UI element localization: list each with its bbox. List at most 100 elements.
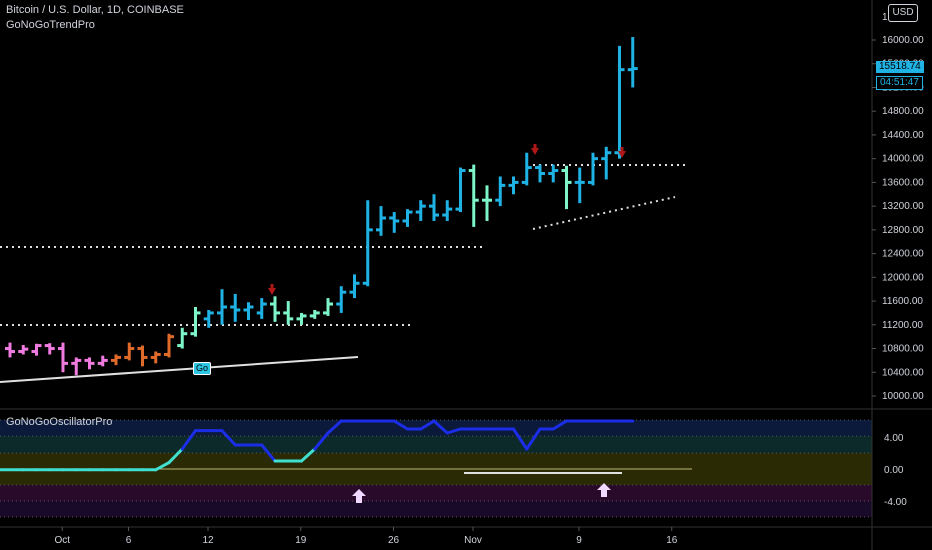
last-price-tag: 15518.74 xyxy=(876,61,924,73)
oscillator-axis: 4.00 0.00 -4.00 xyxy=(884,433,907,508)
time-tick-label: 19 xyxy=(295,535,307,546)
price-bar xyxy=(561,165,572,210)
countdown-tag: 04:51:47 xyxy=(876,76,923,90)
price-bar xyxy=(601,146,612,180)
oscillator-line xyxy=(0,419,635,472)
currency-button[interactable]: USD xyxy=(888,4,918,22)
go-label: Go xyxy=(193,362,212,375)
buy-arrow-icon xyxy=(597,483,611,497)
price-tick-label: 16000.00 xyxy=(882,35,924,46)
price-bar xyxy=(349,274,360,299)
price-bar xyxy=(177,327,188,349)
price-bar xyxy=(548,164,559,183)
price-tick-label: 14800.00 xyxy=(882,106,924,117)
price-tick-label: 14400.00 xyxy=(882,130,924,141)
oscillator-segment xyxy=(432,419,449,435)
oscillator-segment xyxy=(167,447,184,465)
price-tick-label: 14000.00 xyxy=(882,154,924,165)
price-bar xyxy=(18,344,29,355)
osc-tick-label: 0.00 xyxy=(884,465,904,476)
buy-arrow-icon xyxy=(352,489,366,503)
price-bar xyxy=(455,167,466,213)
rising-support-line xyxy=(532,196,676,230)
oscillator-segment xyxy=(445,427,462,435)
time-tick-label: Oct xyxy=(54,535,70,546)
price-tick-label-partial: 16 xyxy=(882,12,894,23)
oscillator-segment xyxy=(551,419,568,431)
price-bar xyxy=(535,164,545,183)
oscillator-segment xyxy=(313,431,330,451)
price-bar xyxy=(84,357,95,370)
sell-arrow-stem xyxy=(270,284,274,289)
support-trendline xyxy=(0,356,359,383)
price-bar xyxy=(468,164,479,227)
osc-tick-label: -4.00 xyxy=(884,497,907,508)
price-bar xyxy=(323,298,333,316)
price-bar xyxy=(588,152,598,186)
price-tick-label: 10000.00 xyxy=(882,391,924,402)
time-tick-label: 12 xyxy=(202,535,214,546)
sell-arrow-stem xyxy=(620,147,624,152)
price-bar xyxy=(5,342,15,358)
signal-arrows xyxy=(268,144,626,503)
oscillator-segment xyxy=(300,447,317,463)
sell-arrow-icon xyxy=(268,288,276,295)
price-bar xyxy=(283,301,294,325)
oscillator-segment xyxy=(419,419,436,431)
price-bar xyxy=(44,343,55,355)
price-tick-label: 11600.00 xyxy=(882,296,923,307)
osc-band-lower xyxy=(0,485,872,501)
sell-arrow-icon xyxy=(618,151,626,158)
oscillator-segment xyxy=(260,443,277,463)
osc-band-upper xyxy=(0,436,872,453)
price-bar xyxy=(31,343,42,356)
oscillator-segment xyxy=(220,429,237,447)
price-bar xyxy=(574,167,585,204)
price-bar xyxy=(627,37,638,88)
price-bar xyxy=(137,345,148,367)
price-bar xyxy=(164,333,174,358)
price-bar xyxy=(58,342,68,373)
oscillator-segment xyxy=(525,427,542,451)
price-tick-label: 12800.00 xyxy=(882,225,924,236)
oscillator-segment xyxy=(180,429,197,451)
sell-arrow-stem xyxy=(533,144,537,149)
time-tick-label: 9 xyxy=(576,535,582,546)
price-bar xyxy=(389,212,400,233)
price-tick-label: 12400.00 xyxy=(882,249,924,260)
indicator-legend: GoNoGoTrendPro xyxy=(6,19,95,31)
price-bar xyxy=(217,289,227,325)
price-bar xyxy=(124,342,135,361)
osc-band-bottom xyxy=(0,501,872,517)
price-bar xyxy=(256,298,267,319)
price-bar xyxy=(376,206,386,236)
price-bar xyxy=(614,45,625,159)
price-bar xyxy=(415,200,426,221)
oscillator-segment xyxy=(326,419,343,435)
price-tick-label: 10800.00 xyxy=(882,344,924,355)
trend-lines xyxy=(0,164,688,474)
price-bar xyxy=(230,293,241,322)
price-bar xyxy=(190,307,201,337)
price-bar xyxy=(482,185,492,221)
time-tick-label: Nov xyxy=(464,535,482,546)
price-bar xyxy=(309,309,320,319)
price-bar xyxy=(442,200,453,221)
price-bar xyxy=(71,357,82,376)
time-tick-label: 6 xyxy=(126,535,132,546)
price-tick-label: 13600.00 xyxy=(882,177,924,188)
price-bar xyxy=(402,209,413,227)
price-bar xyxy=(97,355,108,367)
price-bar xyxy=(270,296,280,322)
price-bar xyxy=(243,302,254,321)
price-bar xyxy=(296,312,307,325)
oscillator-legend: GoNoGoOscillatorPro xyxy=(6,416,113,428)
symbol-legend: Bitcoin / U.S. Dollar, 1D, COINBASE xyxy=(6,4,184,16)
price-tick-label: 12000.00 xyxy=(882,272,924,283)
price-bar xyxy=(203,309,214,328)
oscillator-segment xyxy=(392,419,409,431)
price-bar xyxy=(362,200,373,287)
price-bar xyxy=(150,351,161,364)
